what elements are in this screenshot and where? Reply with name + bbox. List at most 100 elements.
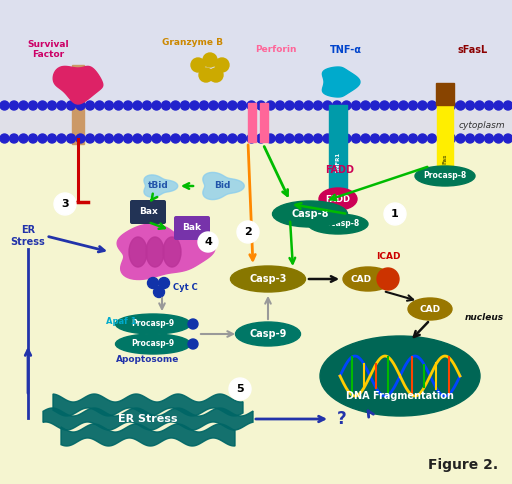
Circle shape bbox=[352, 101, 360, 110]
Circle shape bbox=[57, 134, 66, 143]
Polygon shape bbox=[203, 172, 244, 199]
Circle shape bbox=[152, 134, 161, 143]
Circle shape bbox=[171, 134, 180, 143]
Circle shape bbox=[123, 134, 133, 143]
Circle shape bbox=[154, 287, 164, 298]
Circle shape bbox=[114, 134, 123, 143]
Circle shape bbox=[294, 134, 304, 143]
Circle shape bbox=[428, 134, 437, 143]
Text: Survival
Factor: Survival Factor bbox=[27, 40, 69, 60]
Circle shape bbox=[229, 378, 251, 400]
Circle shape bbox=[446, 134, 456, 143]
Circle shape bbox=[238, 101, 246, 110]
Ellipse shape bbox=[415, 166, 475, 186]
Circle shape bbox=[390, 101, 398, 110]
Circle shape bbox=[266, 101, 275, 110]
Circle shape bbox=[38, 101, 47, 110]
Circle shape bbox=[57, 101, 66, 110]
Circle shape bbox=[188, 319, 198, 329]
Ellipse shape bbox=[163, 237, 181, 267]
Circle shape bbox=[198, 232, 218, 252]
Circle shape bbox=[418, 101, 427, 110]
Ellipse shape bbox=[408, 298, 452, 320]
Text: Casp-8: Casp-8 bbox=[291, 209, 329, 219]
Circle shape bbox=[76, 134, 85, 143]
Circle shape bbox=[181, 134, 189, 143]
Circle shape bbox=[86, 101, 95, 110]
Circle shape bbox=[48, 134, 56, 143]
Polygon shape bbox=[53, 66, 103, 104]
Circle shape bbox=[361, 134, 370, 143]
Circle shape bbox=[371, 101, 379, 110]
Circle shape bbox=[54, 193, 76, 215]
Circle shape bbox=[428, 101, 437, 110]
Circle shape bbox=[503, 134, 512, 143]
Circle shape bbox=[475, 101, 484, 110]
Circle shape bbox=[275, 101, 285, 110]
Circle shape bbox=[199, 68, 213, 82]
Circle shape bbox=[95, 101, 104, 110]
Text: Procasp-9: Procasp-9 bbox=[132, 339, 175, 348]
Text: Figure 2.: Figure 2. bbox=[428, 458, 498, 472]
Circle shape bbox=[171, 101, 180, 110]
Bar bbox=[329, 105, 347, 189]
Circle shape bbox=[285, 134, 294, 143]
Circle shape bbox=[142, 101, 152, 110]
Bar bbox=[72, 65, 84, 144]
Circle shape bbox=[104, 134, 114, 143]
Circle shape bbox=[190, 101, 199, 110]
Circle shape bbox=[285, 101, 294, 110]
Circle shape bbox=[159, 277, 169, 288]
Text: Bax: Bax bbox=[139, 208, 157, 216]
Ellipse shape bbox=[343, 267, 393, 291]
Circle shape bbox=[257, 134, 266, 143]
Circle shape bbox=[247, 134, 256, 143]
Text: 2: 2 bbox=[244, 227, 252, 237]
Polygon shape bbox=[144, 175, 178, 197]
Ellipse shape bbox=[319, 188, 357, 210]
Text: 1: 1 bbox=[391, 209, 399, 219]
Text: tBid: tBid bbox=[147, 182, 168, 191]
Polygon shape bbox=[117, 224, 215, 279]
Bar bbox=[0, 110, 512, 134]
Circle shape bbox=[484, 101, 494, 110]
Circle shape bbox=[38, 134, 47, 143]
Circle shape bbox=[142, 134, 152, 143]
Circle shape bbox=[133, 101, 142, 110]
Text: Cyt C: Cyt C bbox=[173, 283, 198, 291]
Text: Casp-9: Casp-9 bbox=[249, 329, 287, 339]
Ellipse shape bbox=[129, 237, 147, 267]
Circle shape bbox=[409, 134, 417, 143]
Circle shape bbox=[114, 101, 123, 110]
Circle shape bbox=[257, 101, 266, 110]
Circle shape bbox=[332, 134, 342, 143]
Text: Procasp-9: Procasp-9 bbox=[132, 319, 175, 329]
Text: Apoptosome: Apoptosome bbox=[116, 354, 180, 363]
Text: nucleus: nucleus bbox=[465, 313, 504, 321]
Ellipse shape bbox=[146, 237, 164, 267]
Circle shape bbox=[29, 101, 37, 110]
Circle shape bbox=[76, 101, 85, 110]
Text: FADD: FADD bbox=[326, 195, 351, 203]
Circle shape bbox=[215, 58, 229, 72]
Circle shape bbox=[332, 101, 342, 110]
Text: Procasp-8: Procasp-8 bbox=[316, 220, 359, 228]
Circle shape bbox=[304, 134, 313, 143]
Circle shape bbox=[323, 101, 332, 110]
FancyBboxPatch shape bbox=[130, 200, 166, 224]
Text: DNA Fragmentation: DNA Fragmentation bbox=[346, 391, 454, 401]
Circle shape bbox=[456, 101, 465, 110]
Text: Apaf 1: Apaf 1 bbox=[106, 318, 137, 327]
Text: TNF-α: TNF-α bbox=[330, 45, 362, 55]
Circle shape bbox=[104, 101, 114, 110]
Text: Procasp-8: Procasp-8 bbox=[423, 171, 466, 181]
Circle shape bbox=[342, 101, 351, 110]
Circle shape bbox=[219, 101, 227, 110]
Text: Bak: Bak bbox=[182, 224, 202, 232]
Circle shape bbox=[352, 134, 360, 143]
Ellipse shape bbox=[308, 214, 368, 234]
Circle shape bbox=[200, 134, 208, 143]
Circle shape bbox=[209, 134, 218, 143]
Text: ER Stress: ER Stress bbox=[118, 414, 178, 424]
Ellipse shape bbox=[230, 266, 306, 292]
